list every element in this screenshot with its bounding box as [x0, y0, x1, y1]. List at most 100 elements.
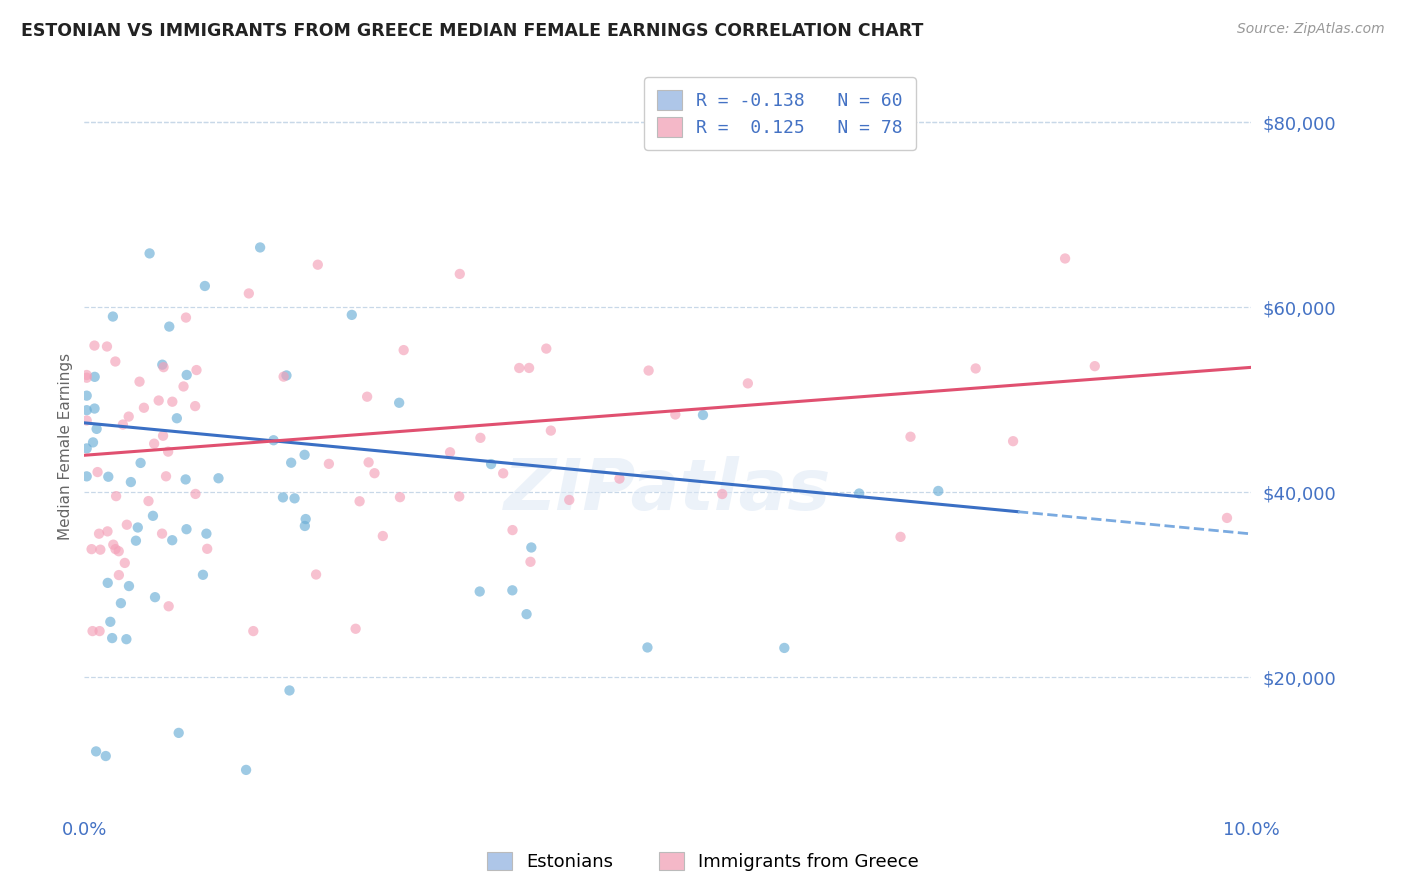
Point: [103, 538, 125, 552]
Point: [76, 413, 98, 427]
Point: [468, 584, 491, 599]
Point: [609, 472, 631, 486]
Point: [118, 579, 141, 593]
Point: [76, 370, 98, 384]
Legend: R = -0.138   N = 60, R =  0.125   N = 78: R = -0.138 N = 60, R = 0.125 N = 78: [644, 78, 915, 150]
Point: [470, 431, 492, 445]
Point: [848, 486, 870, 500]
Point: [157, 444, 180, 458]
Point: [76, 469, 98, 483]
Legend: Estonians, Immigrants from Greece: Estonians, Immigrants from Greece: [479, 845, 927, 879]
Point: [737, 376, 759, 391]
Point: [773, 640, 796, 655]
Point: [388, 490, 411, 504]
Point: [86, 422, 108, 436]
Point: [558, 492, 581, 507]
Point: [83, 401, 105, 416]
Point: [173, 379, 195, 393]
Point: [152, 360, 174, 375]
Point: [194, 279, 217, 293]
Point: [150, 358, 173, 372]
Point: [249, 240, 271, 254]
Point: [340, 308, 363, 322]
Point: [284, 491, 307, 506]
Point: [449, 267, 471, 281]
Point: [242, 624, 264, 639]
Point: [80, 542, 103, 557]
Point: [138, 494, 160, 508]
Point: [176, 368, 198, 382]
Point: [138, 246, 160, 260]
Point: [143, 590, 166, 604]
Point: [235, 763, 257, 777]
Point: [439, 445, 461, 459]
Point: [176, 522, 198, 536]
Point: [479, 457, 502, 471]
Point: [184, 399, 207, 413]
Point: [889, 530, 911, 544]
Point: [97, 469, 120, 483]
Point: [900, 430, 922, 444]
Point: [120, 475, 142, 489]
Point: [636, 640, 658, 655]
Point: [118, 409, 141, 424]
Point: [305, 567, 328, 582]
Point: [207, 471, 229, 485]
Point: [508, 361, 530, 376]
Point: [86, 465, 108, 479]
Point: [1002, 434, 1025, 449]
Point: [195, 541, 218, 556]
Point: [357, 455, 380, 469]
Point: [637, 363, 659, 377]
Point: [97, 575, 120, 590]
Point: [157, 319, 180, 334]
Point: [162, 394, 184, 409]
Point: [536, 342, 558, 356]
Point: [191, 567, 214, 582]
Point: [711, 487, 734, 501]
Point: [540, 424, 562, 438]
Point: [132, 401, 155, 415]
Point: [664, 408, 686, 422]
Point: [276, 368, 298, 383]
Point: [344, 622, 367, 636]
Point: [111, 417, 134, 432]
Point: [142, 508, 165, 523]
Point: [128, 375, 150, 389]
Point: [76, 403, 98, 417]
Point: [363, 466, 385, 480]
Point: [96, 524, 118, 539]
Point: [101, 631, 124, 645]
Point: [101, 310, 124, 324]
Point: [76, 368, 98, 382]
Point: [516, 607, 538, 622]
Point: [294, 512, 316, 526]
Point: [195, 526, 218, 541]
Point: [94, 749, 117, 764]
Point: [89, 542, 111, 557]
Text: ESTONIAN VS IMMIGRANTS FROM GREECE MEDIAN FEMALE EARNINGS CORRELATION CHART: ESTONIAN VS IMMIGRANTS FROM GREECE MEDIA…: [21, 22, 924, 40]
Point: [271, 491, 294, 505]
Point: [152, 429, 174, 443]
Point: [129, 456, 152, 470]
Point: [519, 555, 541, 569]
Point: [110, 596, 132, 610]
Point: [87, 526, 110, 541]
Point: [294, 448, 316, 462]
Point: [125, 533, 148, 548]
Point: [108, 568, 131, 582]
Text: ZIPatlas: ZIPatlas: [505, 456, 831, 524]
Point: [356, 390, 378, 404]
Point: [388, 396, 411, 410]
Point: [1216, 511, 1239, 525]
Point: [114, 556, 136, 570]
Point: [502, 523, 524, 537]
Point: [520, 541, 543, 555]
Point: [1054, 252, 1077, 266]
Point: [150, 526, 173, 541]
Point: [392, 343, 415, 357]
Point: [127, 520, 149, 534]
Point: [82, 435, 104, 450]
Point: [104, 542, 127, 557]
Point: [166, 411, 188, 425]
